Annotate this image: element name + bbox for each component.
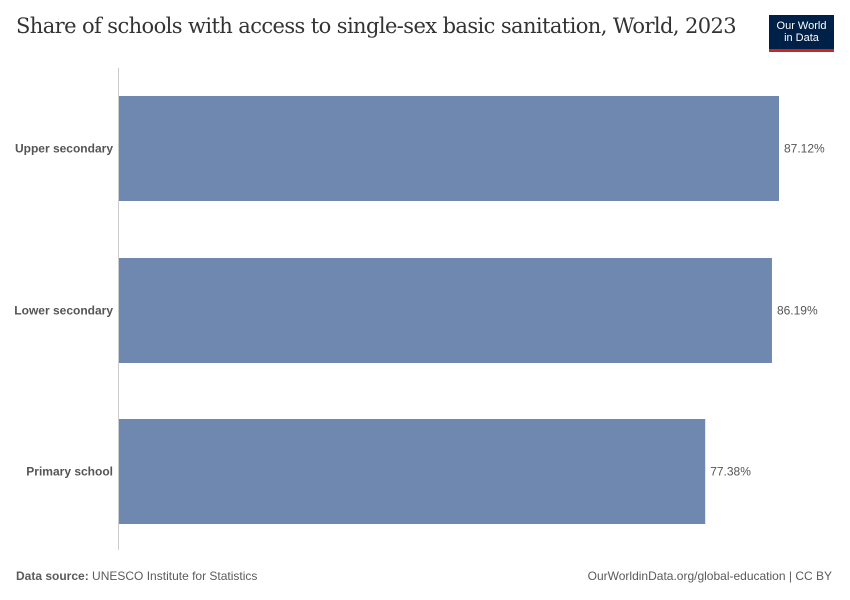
bar[interactable] <box>119 96 779 201</box>
owid-logo[interactable]: Our World in Data <box>769 15 834 52</box>
data-source-link[interactable]: UNESCO Institute for Statistics <box>92 569 258 583</box>
chart-title: Share of schools with access to single-s… <box>16 14 737 38</box>
category-label: Lower secondary <box>14 304 113 318</box>
url-license[interactable]: OurWorldinData.org/global-education | CC… <box>587 569 832 583</box>
value-label: 87.12% <box>784 142 825 156</box>
data-source-label: Data source: <box>16 569 89 583</box>
logo-line-2: in Data <box>784 32 819 44</box>
bar[interactable] <box>119 258 772 363</box>
value-label: 77.38% <box>710 465 751 479</box>
category-label: Primary school <box>26 465 113 479</box>
data-source: Data source: UNESCO Institute for Statis… <box>16 569 257 583</box>
value-label: 86.19% <box>777 304 818 318</box>
logo-line-1: Our World <box>776 20 827 32</box>
category-label: Upper secondary <box>15 142 113 156</box>
bar[interactable] <box>119 419 706 524</box>
